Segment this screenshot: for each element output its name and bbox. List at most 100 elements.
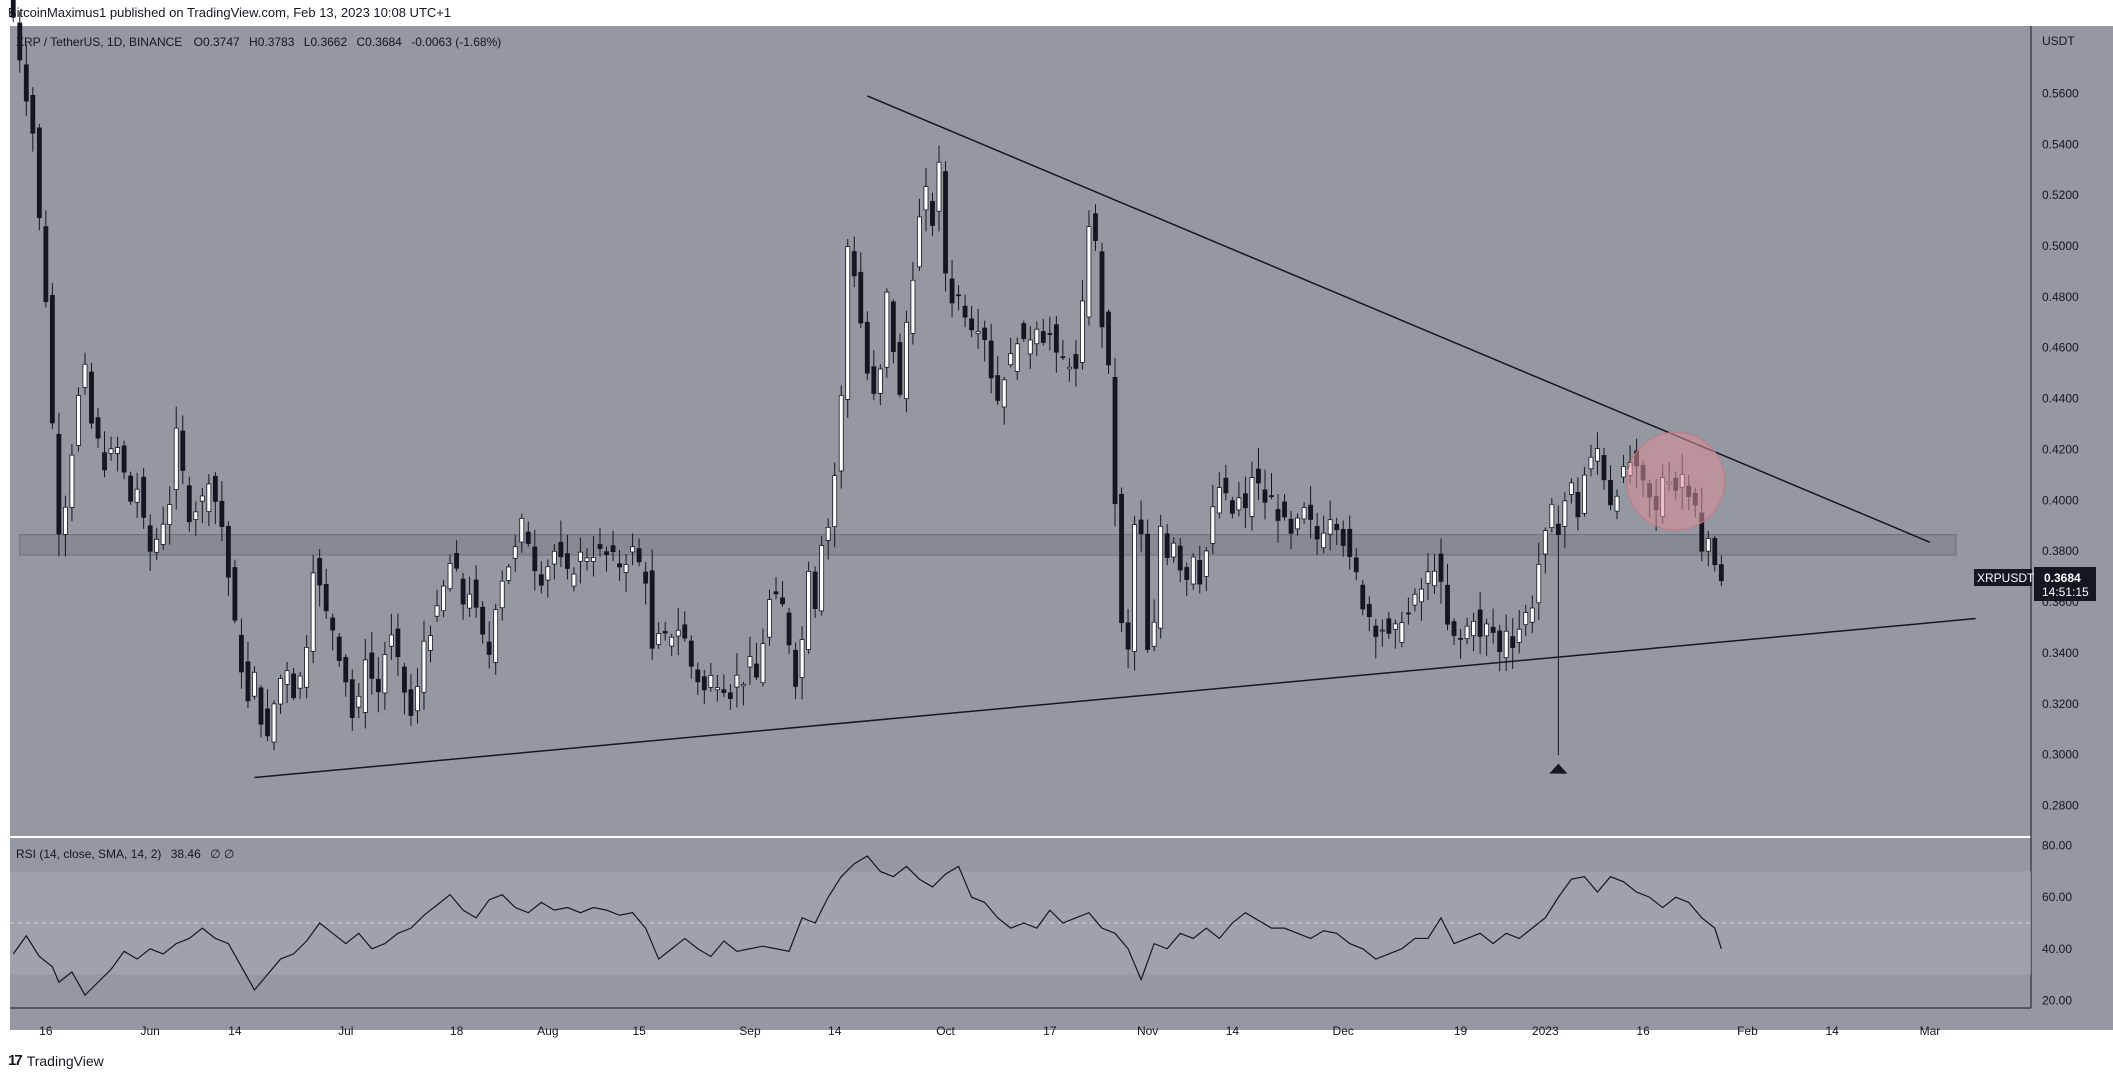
candle-down (1256, 468, 1261, 484)
rsi-tick-label: 80.00 (2042, 839, 2072, 853)
candle-up (845, 246, 851, 400)
candle-down (1386, 618, 1392, 634)
tradingview-logo-icon: 17 (8, 1052, 23, 1069)
candle-down (1510, 636, 1516, 648)
candle-down (239, 634, 244, 673)
price-tick-label: 0.5600 (2042, 86, 2079, 100)
candle-down (1288, 518, 1294, 534)
price-legend[interactable]: XRP / TetherUS, 1D, BINANCE O0.3747 H0.3… (16, 35, 501, 49)
candle-up (1568, 482, 1574, 495)
rsi-legend-text: RSI (14, close, SMA, 14, 2) (16, 847, 161, 861)
candle-up (362, 659, 368, 713)
candle-up (1132, 524, 1138, 652)
candle-down (1438, 553, 1444, 582)
candle-down (604, 551, 609, 556)
candle-up (1086, 226, 1092, 318)
price-pane[interactable] (10, 26, 2031, 836)
price-tick-label: 0.4000 (2042, 493, 2079, 507)
candle-down (1229, 500, 1235, 514)
candle-up (1523, 612, 1529, 626)
candle-up (62, 506, 68, 535)
candle-up (278, 678, 283, 705)
candle-up (1588, 456, 1594, 470)
candle-up (154, 538, 160, 553)
candle-down (773, 591, 779, 595)
legend-close-label: C (356, 35, 365, 49)
price-axis-ticks: 0.28000.30000.32000.34000.36000.38000.40… (2042, 86, 2079, 1007)
time-axis[interactable] (10, 1008, 2113, 1030)
candle-down (395, 628, 401, 658)
candle-down (1314, 525, 1320, 540)
candle-down (721, 689, 727, 693)
candle-up (160, 523, 166, 545)
price-tick-label: 0.2800 (2042, 798, 2079, 812)
candle-up (825, 526, 831, 541)
candle-up (441, 585, 446, 612)
candle-up (1327, 519, 1333, 535)
candle-down (330, 617, 336, 631)
candle-down (408, 689, 414, 716)
candle-down (1458, 637, 1463, 640)
candle-up (936, 161, 942, 212)
candle-up (799, 639, 805, 678)
price-axis[interactable] (2031, 26, 2113, 1008)
candle-up (1705, 538, 1711, 552)
candle-down (1282, 501, 1287, 518)
candle-down (1334, 523, 1340, 531)
rsi-legend[interactable]: RSI (14, close, SMA, 14, 2) 38.46 ∅ ∅ (16, 847, 234, 861)
candle-up (1614, 495, 1620, 512)
candle-up (1008, 353, 1014, 366)
candle-up (499, 580, 505, 609)
candle-up (519, 518, 525, 543)
candle-down (1308, 504, 1314, 520)
time-tick-label: Jun (140, 1024, 159, 1038)
tradingview-footer[interactable]: 17 TradingView (8, 1052, 104, 1069)
candle-down (56, 433, 62, 535)
candle-up (1151, 621, 1157, 647)
candle-up (1484, 623, 1490, 637)
candle-up (1432, 570, 1437, 587)
candle-down (727, 692, 733, 699)
candle-up (917, 216, 922, 268)
candle-up (134, 488, 140, 503)
candle-up (630, 546, 636, 553)
candle-down (1497, 630, 1503, 653)
candle-down (538, 574, 544, 586)
candle-down (532, 546, 538, 572)
candle-down (597, 544, 603, 549)
candle-down (1106, 311, 1111, 366)
price-tick-label: 0.4600 (2042, 341, 2079, 355)
time-tick-label: Nov (1137, 1024, 1158, 1038)
candle-down (180, 430, 186, 471)
candle-up (551, 550, 557, 565)
candle-up (199, 495, 205, 502)
time-tick-label: 14 (1825, 1024, 1839, 1038)
candle-down (128, 475, 134, 502)
candle-down (473, 579, 479, 608)
candles-layer (10, 0, 1724, 756)
candle-up (173, 427, 179, 490)
candle-up (1027, 339, 1033, 355)
candle-down (1073, 354, 1079, 369)
candle-down (454, 552, 459, 569)
time-tick-label: 14 (828, 1024, 842, 1038)
time-tick-label: 16 (1636, 1024, 1650, 1038)
candle-down (1445, 584, 1450, 625)
candle-up (1503, 630, 1509, 659)
candle-up (1516, 628, 1522, 643)
candle-up (1001, 379, 1007, 408)
price-tick-label: 0.3400 (2042, 646, 2079, 660)
time-tick-label: 2023 (1532, 1024, 1559, 1038)
time-tick-label: Mar (1920, 1024, 1941, 1038)
candle-down (245, 661, 251, 702)
candle-down (1184, 567, 1190, 580)
candle-down (695, 669, 701, 683)
candle-down (995, 375, 1001, 401)
candle-up (1542, 530, 1548, 555)
candle-down (480, 606, 486, 635)
candle-down (930, 200, 935, 226)
candle-up (193, 511, 199, 520)
candle-up (741, 684, 746, 687)
candle-up (747, 656, 753, 668)
